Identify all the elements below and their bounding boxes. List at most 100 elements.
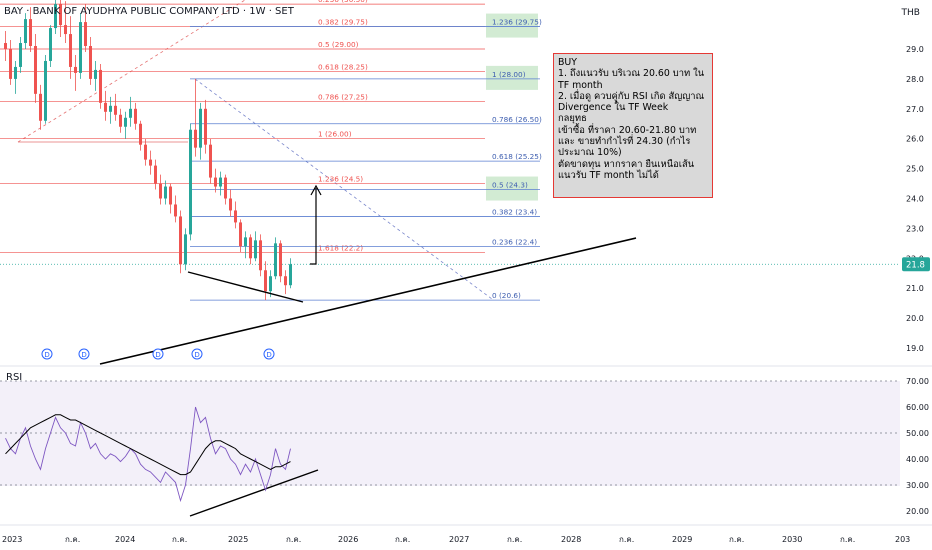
time-axis-tick-label: 2026 <box>338 535 358 544</box>
candle-body <box>229 198 232 211</box>
time-axis-tick-label: 2024 <box>115 535 135 544</box>
candle-body <box>244 237 247 247</box>
time-axis-tick-label: ก.ค. <box>619 535 634 544</box>
rsi-axis-tick-label: 40.00 <box>906 455 929 464</box>
candle-body <box>34 46 37 94</box>
candle-body <box>54 4 57 29</box>
time-axis-tick-label: ก.ค. <box>840 535 855 544</box>
fib-level-blue-label: 0.236 (22.4) <box>492 237 537 246</box>
time-axis-tick-label: 2025 <box>228 535 248 544</box>
dividend-marker <box>152 348 164 360</box>
candle-body <box>214 177 217 187</box>
candle-body <box>9 49 12 79</box>
candle-body <box>124 117 127 127</box>
currency-label: THB <box>901 8 920 18</box>
candle-body <box>139 123 142 145</box>
rsi-axis-tick-label: 60.00 <box>906 403 929 412</box>
time-axis-tick-label: 2027 <box>449 535 469 544</box>
fib-level-blue-label: 0.618 (25.25) <box>492 152 542 161</box>
time-axis-tick-label: 2030 <box>782 535 802 544</box>
time-axis-tick-label: ก.ค. <box>729 535 744 544</box>
support-trendline <box>187 271 304 303</box>
candle-body <box>99 69 102 103</box>
candle-body <box>199 108 202 148</box>
fib-level-blue-label: 0.786 (26.50) <box>492 115 542 124</box>
price-axis-tick-label: 29.0 <box>906 45 924 54</box>
fib-level-blue-label: 1 (28.00) <box>492 70 526 79</box>
candle-body <box>14 66 17 79</box>
candle-body <box>74 66 77 73</box>
candle-body <box>19 43 22 67</box>
price-axis-tick-label: 23.0 <box>906 224 924 233</box>
downtrend-dashed-line <box>194 78 493 300</box>
candle-body <box>104 102 107 112</box>
fib-target-zone <box>486 65 538 90</box>
candle-body <box>79 22 82 73</box>
candle-body <box>259 240 262 271</box>
price-axis-tick-label: 26.0 <box>906 135 924 144</box>
candle-body <box>29 19 32 47</box>
candle-body <box>49 28 52 61</box>
candle-body <box>284 276 287 286</box>
time-axis-tick-label: 2029 <box>672 535 692 544</box>
candle-body <box>89 46 92 79</box>
fib-target-zone <box>486 13 538 38</box>
candle-body <box>179 216 182 265</box>
fib-level-red-label: 0.236 (30.50) <box>318 0 368 4</box>
price-axis-tick-label: 19.0 <box>906 344 924 353</box>
target-arrowhead <box>310 184 322 196</box>
fib-level-blue-label: 0 (20.6) <box>492 291 521 300</box>
price-axis-tick-label: 27.0 <box>906 105 924 114</box>
fib-level-blue-label: 0.5 (24.3) <box>492 181 528 190</box>
rsi-indicator-label[interactable]: RSI <box>6 372 23 383</box>
candle-body <box>134 108 137 124</box>
candle-body <box>44 60 47 121</box>
candle-body <box>254 240 257 259</box>
fib-level-red-label: 0.786 (27.25) <box>318 92 368 101</box>
candle-body <box>239 222 242 247</box>
dividend-marker-label: D <box>155 351 160 359</box>
candle-body <box>164 186 167 199</box>
time-axis-tick-label: 203 <box>895 535 910 544</box>
candle-body <box>189 129 192 235</box>
candle-body <box>234 210 237 223</box>
candle-body <box>24 19 27 44</box>
dividend-marker <box>41 348 53 360</box>
last-price-label: 21.8 <box>906 260 925 270</box>
long-term-trendline <box>99 237 637 365</box>
candle-body <box>264 270 267 292</box>
price-axis-tick-label: 20.0 <box>906 314 924 323</box>
fib-level-red-label: 0.5 (29.00) <box>318 40 359 49</box>
time-axis-tick-label: ก.ค. <box>286 535 301 544</box>
fib-level-red-label: 1.618 (22.2) <box>318 243 363 252</box>
dividend-marker-label: D <box>44 351 49 359</box>
fib-level-red-label: 1.236 (24.5) <box>318 175 363 184</box>
time-axis-tick-label: 2028 <box>561 535 581 544</box>
trade-note-callout[interactable]: BUY 1. ถึงแนวรับ บริเวณ 20.60 บาท ใน TF … <box>553 53 713 198</box>
candle-body <box>94 69 97 79</box>
target-arrow <box>310 188 317 265</box>
candle-body <box>174 204 177 217</box>
candle-body <box>144 144 147 160</box>
dividend-marker <box>263 348 275 360</box>
candle-body <box>184 234 187 265</box>
dividend-marker-label: D <box>81 351 86 359</box>
rsi-divergence-line <box>189 469 319 517</box>
candle-body <box>114 105 117 115</box>
candle-body <box>39 93 42 121</box>
candle-body <box>129 108 132 118</box>
candle-body <box>224 177 227 199</box>
candle-body <box>279 243 282 277</box>
candle-body <box>69 34 72 67</box>
candle-body <box>194 129 197 148</box>
fib-target-zone <box>486 176 538 201</box>
time-axis-tick-label: ก.ค. <box>172 535 187 544</box>
candle-body <box>154 165 157 184</box>
candle-body <box>119 114 122 127</box>
rsi-ma-line <box>5 414 291 476</box>
rsi-band <box>0 381 900 486</box>
chart-title: BAY · BANK OF AYUDHYA PUBLIC COMPANY LTD… <box>4 6 294 17</box>
fib-level-blue-label: 1.236 (29.75) <box>492 18 542 27</box>
time-axis-tick-label: ก.ค. <box>65 535 80 544</box>
